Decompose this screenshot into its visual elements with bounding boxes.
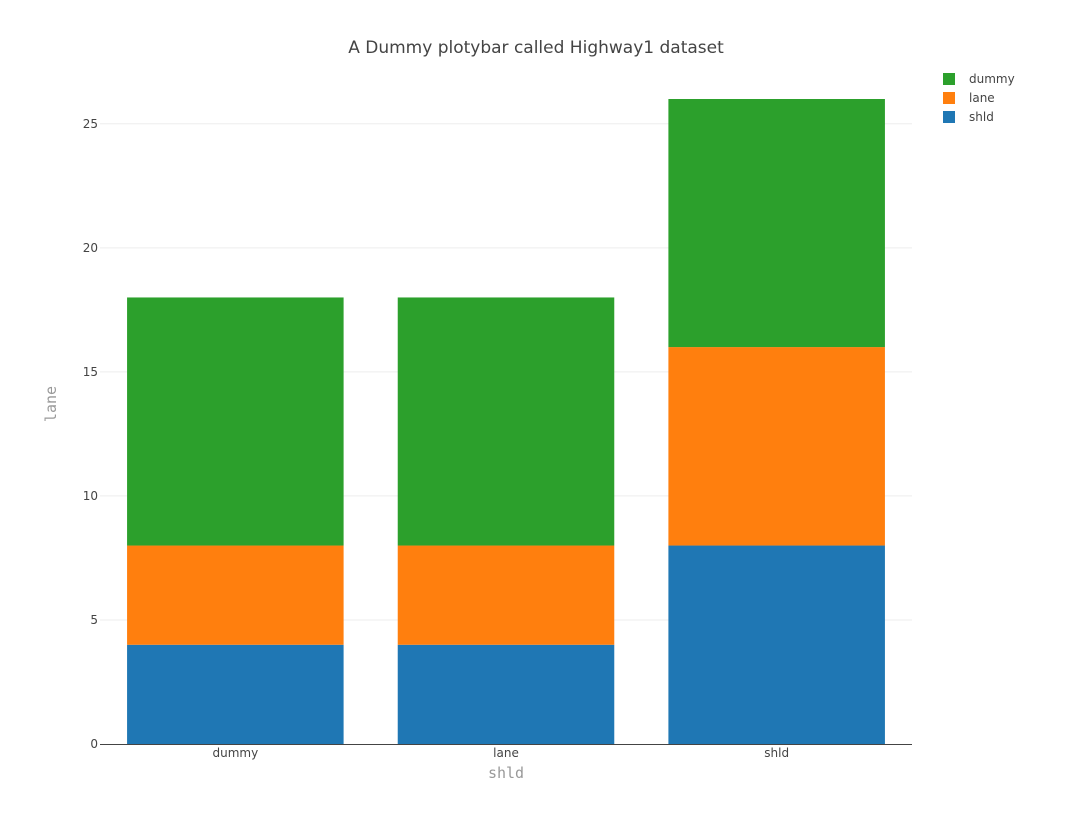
chart-title: A Dummy plotybar called Highway1 dataset [348,38,724,58]
x-tick-label: shld [764,746,789,760]
y-tick-label: 10 [83,489,98,503]
legend-label: lane [969,91,995,105]
bars-layer [127,99,885,744]
x-tick-label: lane [493,746,519,760]
y-tick-label: 15 [83,365,98,379]
legend-label: dummy [969,72,1015,86]
bar-shld-shld[interactable] [668,545,885,744]
y-tick-label: 20 [83,241,98,255]
legend[interactable]: dummy lane shld [943,72,1015,124]
legend-swatch [943,73,955,85]
legend-item-lane[interactable]: lane [943,91,995,105]
x-tick-label: dummy [212,746,258,760]
bar-lane-lane[interactable] [397,545,615,645]
bar-lane-dummy[interactable] [127,545,344,645]
legend-label: shld [969,110,994,124]
y-tick-label: 0 [90,737,98,751]
legend-swatch [943,111,955,123]
bar-dummy-shld[interactable] [668,99,885,348]
bar-shld-lane[interactable] [397,644,615,744]
legend-swatch [943,92,955,104]
bar-shld-dummy[interactable] [127,644,344,744]
x-tick-labels: dummy lane shld [212,746,789,760]
legend-item-dummy[interactable]: dummy [943,72,1015,86]
y-tick-label: 5 [90,613,98,627]
x-axis-title: shld [488,764,524,782]
bar-dummy-lane[interactable] [397,297,615,546]
y-tick-labels: 0 5 10 15 20 25 [83,117,98,751]
legend-item-shld[interactable]: shld [943,110,994,124]
bar-dummy-dummy[interactable] [127,297,344,546]
bar-lane-shld[interactable] [668,347,885,546]
y-tick-label: 25 [83,117,98,131]
y-axis-title: lane [42,386,60,422]
